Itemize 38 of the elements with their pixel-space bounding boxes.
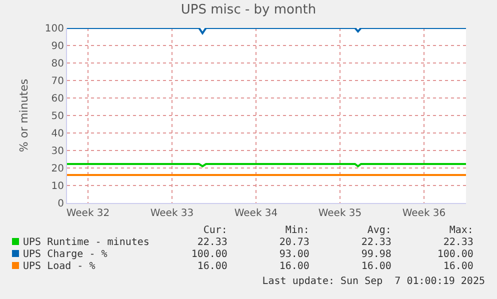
text: 22.33 <box>196 237 228 249</box>
y-tick-label: 60 <box>51 94 64 104</box>
text: 16.00 <box>278 261 310 273</box>
x-tick-label: Week 34 <box>234 208 278 219</box>
text: 20.73 <box>278 237 310 249</box>
text: 16.00 <box>196 261 228 273</box>
text: Min: <box>284 225 310 237</box>
y-tick-label: 90 <box>51 41 64 52</box>
text: 22.33 <box>360 237 392 249</box>
text: 99.98 <box>360 249 392 261</box>
text: Avg: <box>366 225 392 237</box>
y-tick-label: 10 <box>51 181 64 192</box>
y-tick-label: 80 <box>51 58 64 70</box>
legend-label: UPS Runtime - minutes <box>22 237 150 249</box>
text: Max: <box>448 225 474 237</box>
text: Last update: Sun Sep 7 01:00:19 2025 <box>262 276 485 287</box>
x-tick-label: Week 32 <box>66 208 110 219</box>
legend-label: UPS Charge - % <box>22 249 108 261</box>
y-tick-label: 100 <box>44 24 64 34</box>
y-tick-label: 40 <box>51 128 64 140</box>
text: Cur: <box>202 225 228 237</box>
y-tick-label: 70 <box>51 76 64 87</box>
legend-label: UPS Load - % <box>22 261 96 273</box>
x-tick-label: Week 35 <box>318 208 362 219</box>
text: 16.00 <box>442 261 474 273</box>
text: 16.00 <box>360 261 392 273</box>
y-tick-label: 50 <box>51 111 64 122</box>
text: 22.33 <box>442 237 474 249</box>
text: 93.00 <box>278 249 310 261</box>
text: 100.00 <box>190 249 228 261</box>
y-axis-title: % or minutes <box>18 78 31 152</box>
text: 100.00 <box>436 249 474 261</box>
y-tick-label: 30 <box>51 146 64 157</box>
y-tick-label: 20 <box>51 164 64 174</box>
chart-title: UPS misc - by month <box>180 2 316 18</box>
y-tick-label: 0 <box>58 198 64 210</box>
x-tick-label: Week 33 <box>150 208 194 219</box>
x-tick-label: Week 36 <box>402 208 446 219</box>
